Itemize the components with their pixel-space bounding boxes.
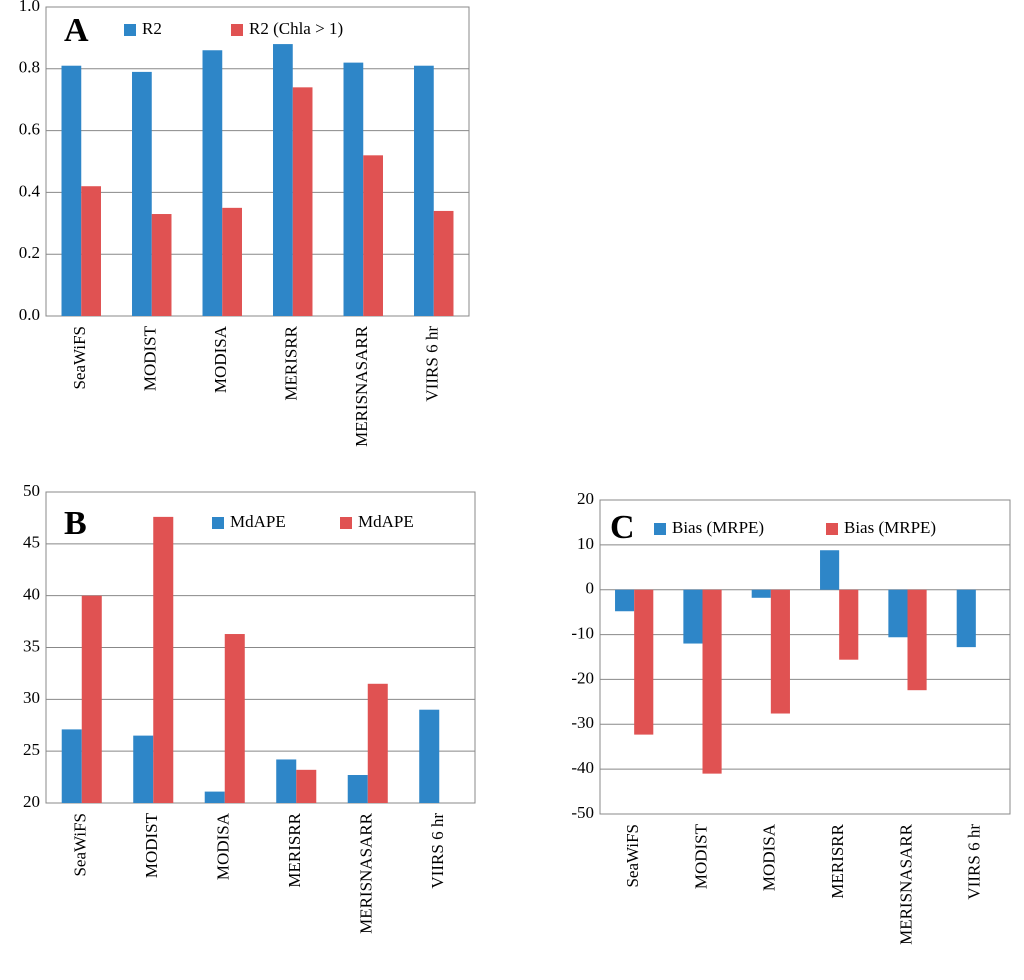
y-tick-label: -10 [571,623,594,642]
bar [151,214,172,316]
y-tick-label: -30 [571,713,594,732]
bar [433,210,454,316]
y-tick-label: 0 [586,579,595,598]
bar [133,735,154,803]
legend-label: R2 [142,19,162,38]
plot-frame [45,6,470,317]
y-tick-label: 0.0 [19,305,40,324]
bar [419,709,440,803]
panel-label: B [64,505,87,542]
bar [751,589,771,598]
bar [276,759,297,803]
x-tick-label: MODIST [141,325,160,391]
bar [907,589,927,691]
plot-frame [45,491,476,804]
bar [292,87,313,316]
bar [153,516,174,803]
x-tick-label: VIIRS 6 hr [428,813,447,889]
x-tick-label: MERISRR [828,823,847,898]
bar [222,207,242,316]
y-tick-label: 40 [23,585,40,604]
bar [81,595,102,803]
y-tick-label: 35 [23,636,40,655]
x-tick-label: VIIRS 6 hr [423,326,442,402]
y-tick-label: 45 [23,533,40,552]
bar [414,65,434,317]
legend-label: MdAPE [358,512,414,531]
y-tick-label: -20 [571,668,594,687]
bar [770,589,790,714]
y-tick-label: 10 [577,534,594,553]
legend-label: Bias (MRPE) [844,518,936,537]
y-tick-label: 0.2 [19,243,40,262]
bar [81,186,101,316]
bar [343,62,364,317]
panel-label: C [610,509,635,546]
y-tick-label: 20 [23,792,40,811]
x-tick-label: MERISRR [285,812,304,887]
y-tick-label: -50 [571,803,594,822]
panel-label: A [64,12,89,49]
bar [363,155,383,316]
bar [839,589,859,660]
y-tick-label: 1.0 [19,0,40,15]
plot-frame [599,499,1011,815]
bar [132,71,152,316]
x-tick-label: MODIST [142,812,161,878]
legend-label: Bias (MRPE) [672,518,764,537]
bar [224,634,245,803]
y-tick-label: 50 [23,481,40,500]
bar [296,769,317,803]
legend-swatch [340,517,352,529]
bar [702,589,722,774]
bar [615,589,635,612]
x-tick-label: MODISA [214,812,233,880]
x-tick-label: SeaWiFS [71,813,90,877]
bar [888,589,908,638]
x-tick-label: MODISA [760,823,779,891]
bar [634,589,654,735]
legend-label: MdAPE [230,512,286,531]
legend-swatch [124,24,136,36]
bar [367,683,388,803]
y-tick-label: 0.6 [19,120,40,139]
y-tick-label: 30 [23,688,40,707]
bar [61,729,82,803]
x-tick-label: MERISNASARR [352,325,371,447]
legend-swatch [212,517,224,529]
legend-swatch [826,523,838,535]
x-tick-label: MODISA [211,325,230,393]
y-tick-label: 0.8 [19,58,40,77]
bar [273,44,293,317]
x-tick-label: SeaWiFS [70,326,89,390]
x-tick-label: MERISNASARR [896,823,915,945]
bar [61,65,82,317]
x-tick-label: SeaWiFS [623,824,642,888]
x-tick-label: MERISNASARR [357,812,376,934]
x-tick-label: VIIRS 6 hr [965,824,984,900]
bar [202,50,223,316]
bar [820,550,840,590]
y-tick-label: -40 [571,758,594,777]
bar [204,791,225,803]
legend-swatch [231,24,243,36]
legend-swatch [654,523,666,535]
y-tick-label: 25 [23,740,40,759]
y-tick-label: 0.4 [19,181,41,200]
x-tick-label: MERISRR [282,325,301,400]
bar [683,589,703,644]
legend-label: R2 (Chla > 1) [249,19,343,38]
y-tick-label: 20 [577,489,594,508]
bar [956,589,976,648]
x-tick-label: MODIST [691,823,710,889]
bar [347,775,368,803]
